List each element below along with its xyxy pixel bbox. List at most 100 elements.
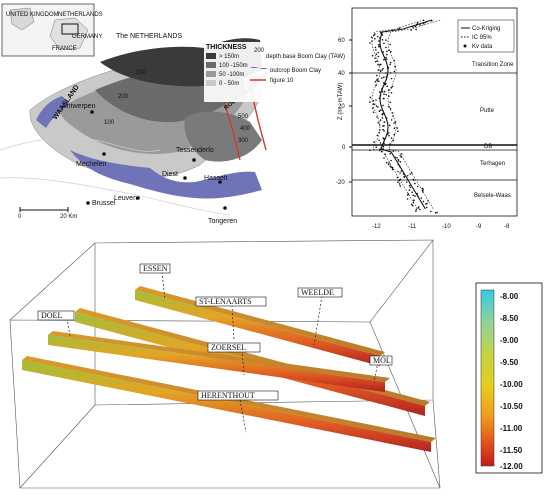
legend-heading: THICKNESS bbox=[206, 44, 247, 51]
profile-point bbox=[417, 207, 420, 209]
profile-point bbox=[419, 208, 421, 211]
profile-point bbox=[405, 181, 408, 183]
profile-point bbox=[385, 39, 387, 41]
colorbar-label-5: -10.00 bbox=[500, 380, 523, 389]
profile-point bbox=[375, 105, 378, 107]
profile-point bbox=[382, 128, 384, 131]
profile-point bbox=[381, 77, 383, 79]
contour-500: 500 bbox=[238, 114, 249, 120]
svg-text:-20: -20 bbox=[336, 180, 345, 186]
profile-point bbox=[391, 85, 394, 88]
profile-point bbox=[393, 122, 395, 124]
contour-300b: 300 bbox=[238, 138, 249, 144]
profile-point bbox=[422, 23, 425, 25]
svg-text:IC 95%: IC 95% bbox=[472, 35, 492, 41]
profile-point bbox=[379, 70, 382, 72]
profile-point bbox=[396, 156, 398, 159]
profile-point bbox=[393, 127, 396, 129]
profile-point bbox=[383, 90, 386, 93]
inset-label-de: GERMANY bbox=[72, 34, 102, 40]
profile-point bbox=[389, 63, 392, 66]
svg-text:Co-Kriging: Co-Kriging bbox=[472, 26, 500, 32]
profile-point bbox=[390, 77, 393, 80]
scale-bar: 0 20 Km bbox=[18, 207, 77, 220]
place-markers: Antwerpen Mechelen Brussel Leuven Tessen… bbox=[62, 103, 237, 225]
place-leuven: Leuven bbox=[114, 195, 137, 202]
profile-point bbox=[377, 69, 380, 71]
map-title: The NETHERLANDS bbox=[116, 33, 182, 40]
profile-point bbox=[388, 162, 390, 164]
profile-point bbox=[374, 38, 376, 40]
profile-point bbox=[372, 111, 375, 113]
profile-point bbox=[390, 137, 393, 139]
well-doel: DOEL bbox=[41, 311, 62, 320]
profile-point bbox=[374, 33, 376, 35]
profile-point bbox=[397, 170, 399, 173]
svg-text:-10: -10 bbox=[442, 224, 451, 230]
legend-swatch-4 bbox=[206, 80, 216, 86]
zone-db: DB bbox=[484, 144, 492, 150]
profile-point bbox=[371, 54, 374, 57]
profile-point bbox=[383, 125, 385, 127]
map-legend-right: 200 depth base Boom Clay (TAW) outcrop B… bbox=[250, 48, 345, 84]
profile-point bbox=[378, 139, 380, 142]
well-lines bbox=[66, 271, 379, 433]
profile-point bbox=[377, 51, 380, 54]
profile-point bbox=[376, 74, 378, 77]
profile-point bbox=[377, 121, 380, 124]
profile-point bbox=[416, 185, 419, 188]
colorbar-gradient bbox=[480, 289, 495, 467]
profile-point bbox=[385, 56, 387, 59]
map-panel: UNITED KINGDOM NETHERLANDS GERMANY FRANC… bbox=[0, 0, 345, 232]
profile-point bbox=[376, 78, 379, 81]
profile-point bbox=[406, 175, 409, 177]
profile-point bbox=[382, 51, 385, 53]
svg-text:Kv data: Kv data bbox=[472, 44, 493, 50]
profile-point bbox=[389, 165, 392, 167]
svg-text:100 -150m: 100 -150m bbox=[219, 63, 248, 69]
profile-point bbox=[381, 91, 384, 93]
profile-point bbox=[389, 101, 392, 104]
profile-point bbox=[386, 85, 389, 88]
profile-point bbox=[430, 210, 432, 213]
contour-200: 200 bbox=[118, 94, 129, 100]
profile-point bbox=[410, 29, 413, 31]
profile-point bbox=[386, 50, 388, 53]
profile-point bbox=[379, 142, 382, 144]
profile-x-ticks: -12 -11 -10 -9 -8 bbox=[372, 224, 510, 230]
profile-point bbox=[412, 194, 415, 197]
profile-point bbox=[375, 84, 377, 87]
inset-label-nl: NETHERLANDS bbox=[58, 12, 103, 18]
svg-text:0: 0 bbox=[342, 145, 346, 151]
profile-point bbox=[401, 153, 403, 155]
profile-point bbox=[375, 99, 377, 101]
contour-300a: 300 bbox=[136, 70, 147, 76]
profile-point bbox=[397, 160, 400, 162]
profile-point bbox=[406, 198, 409, 200]
profile-point bbox=[369, 96, 372, 99]
profile-point bbox=[434, 212, 437, 214]
colorbar-label-4: -9.50 bbox=[500, 358, 519, 367]
legend-swatch-3 bbox=[206, 71, 216, 77]
zone-belsele: Belsele-Waas bbox=[474, 193, 511, 199]
profile-point bbox=[381, 34, 384, 36]
legend-swatch-2 bbox=[206, 62, 216, 68]
profile-point bbox=[377, 43, 380, 46]
profile-point bbox=[415, 208, 418, 211]
well-zoersel: ZOERSEL bbox=[211, 343, 246, 352]
profile-point bbox=[372, 99, 375, 102]
ci-upper-curve bbox=[387, 19, 441, 210]
profile-point bbox=[415, 28, 417, 31]
profile-point bbox=[409, 173, 412, 175]
profile-point bbox=[380, 150, 383, 153]
place-diest: Diest bbox=[162, 171, 178, 178]
profile-point bbox=[378, 80, 380, 82]
profile-point bbox=[371, 107, 374, 109]
svg-text:-8: -8 bbox=[504, 224, 510, 230]
profile-point bbox=[411, 191, 414, 194]
slab-4 bbox=[22, 356, 436, 452]
profile-point bbox=[385, 58, 388, 60]
profile-point bbox=[403, 176, 406, 178]
